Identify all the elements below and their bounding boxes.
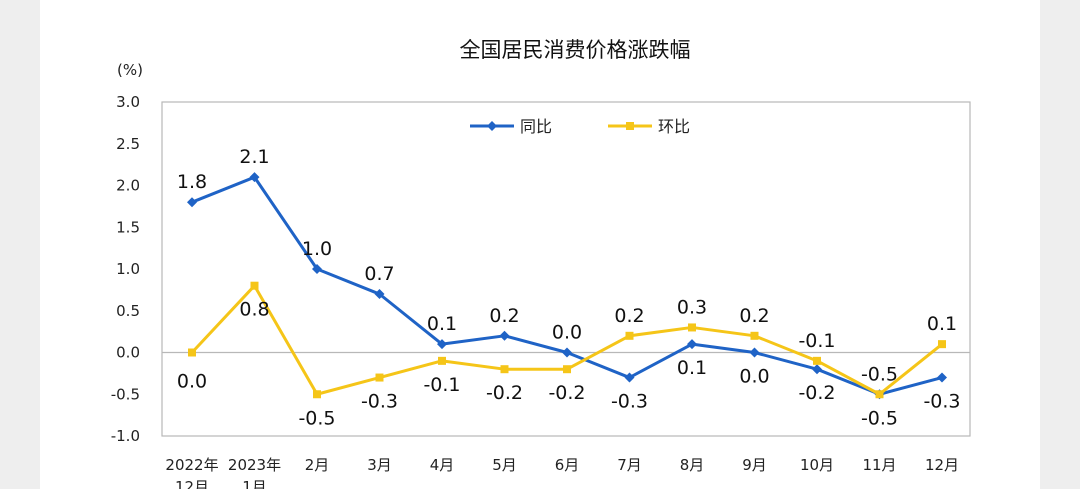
line-chart: 全国居民消费价格涨跌幅 (%) 3.0 2.5 2.0 1.5 1.0 0.5 0.0 -0.… <box>111 38 971 489</box>
data-label: -0.3 <box>923 391 960 413</box>
series-line <box>191 175 943 396</box>
x-tick-label: 2月 <box>305 456 330 474</box>
series-group: 1.8 2.1 1.0 0.7 0.1 0.2 0.0 -0.3 0.1 0.0 -0.2 -0.5 -… <box>177 146 961 429</box>
series-mom: 0.0 0.8 -0.5 -0.3 -0.1 -0.2 -0.2 0.2 0.3 0.2 -0.1 -… <box>177 281 957 429</box>
y-tick-label: 0.0 <box>116 344 140 362</box>
x-tick-label: 12月 <box>925 456 959 474</box>
x-axis-ticks: 2022年 12月 2023年 1月 2月 3月 4月 5月 6月 7月 8月 9月 10月 11月 12月 <box>165 456 959 489</box>
y-tick-label: -1.0 <box>111 427 140 445</box>
data-point <box>374 289 385 300</box>
x-tick-label: 2023年 1月 <box>228 456 281 489</box>
data-label: -0.1 <box>798 330 835 352</box>
chart-card: 全国居民消费价格涨跌幅 (%) 3.0 2.5 2.0 1.5 1.0 0.5 0.0 -0.… <box>40 0 1040 489</box>
data-label: 0.2 <box>739 305 769 327</box>
data-label: 0.2 <box>489 305 519 327</box>
data-point <box>937 372 947 383</box>
data-point <box>249 172 260 183</box>
x-tick-label: 7月 <box>617 456 642 474</box>
data-label: 2.1 <box>239 146 269 168</box>
data-point <box>187 197 197 208</box>
data-point <box>312 264 322 274</box>
y-tick-label: 0.5 <box>116 302 140 320</box>
data-point <box>625 331 634 340</box>
data-label: 1.0 <box>302 238 332 260</box>
data-label: -0.2 <box>486 382 523 404</box>
data-point <box>812 364 822 375</box>
y-tick-label: 3.0 <box>116 93 140 111</box>
data-label: -0.5 <box>298 407 335 429</box>
data-label: 0.1 <box>677 357 707 379</box>
series-yoy: 1.8 2.1 1.0 0.7 0.1 0.2 0.0 -0.3 0.1 0.0 -0.2 -0.5 -… <box>177 146 961 429</box>
data-point <box>499 330 510 341</box>
legend: 同比 环比 <box>470 117 690 136</box>
y-axis-ticks: 3.0 2.5 2.0 1.5 1.0 0.5 0.0 -0.5 -1.0 <box>111 93 140 445</box>
data-point <box>313 390 321 399</box>
data-label: 0.3 <box>677 296 707 318</box>
data-point <box>250 281 259 290</box>
data-label: -0.1 <box>423 374 460 396</box>
y-tick-label: 1.0 <box>116 260 140 278</box>
x-tick-label: 10月 <box>800 456 834 474</box>
legend-label: 同比 <box>520 117 552 136</box>
legend-marker <box>487 121 497 131</box>
x-tick-label: 3月 <box>367 456 392 474</box>
y-axis-unit: (%) <box>117 61 143 79</box>
x-tick-label: 2022年 12月 <box>165 456 218 489</box>
data-point <box>437 339 447 350</box>
data-label: -0.2 <box>798 382 835 404</box>
data-point <box>813 356 821 365</box>
data-point <box>938 340 946 349</box>
data-label: -0.2 <box>548 382 585 404</box>
data-label: 0.8 <box>239 299 269 321</box>
data-point <box>375 373 384 382</box>
legend-marker <box>626 122 634 130</box>
legend-label: 环比 <box>658 117 690 136</box>
chart-title: 全国居民消费价格涨跌幅 <box>460 38 691 62</box>
data-label: 0.1 <box>427 313 457 335</box>
data-point <box>562 347 572 358</box>
y-tick-label: -0.5 <box>111 385 140 403</box>
data-point <box>500 365 509 374</box>
x-tick-label: 11月 <box>862 456 896 474</box>
data-point <box>688 323 696 332</box>
y-tick-label: 2.0 <box>116 177 140 195</box>
data-point <box>687 339 697 350</box>
data-label: 0.1 <box>927 313 957 335</box>
y-tick-label: 1.5 <box>116 218 140 236</box>
data-point <box>188 348 196 357</box>
data-point <box>563 365 571 374</box>
data-label: -0.5 <box>861 363 898 385</box>
data-label: 0.0 <box>177 371 207 393</box>
data-label: -0.3 <box>611 391 648 413</box>
x-tick-label: 5月 <box>492 456 517 474</box>
data-label: 0.0 <box>552 322 582 344</box>
data-label: -0.5 <box>861 407 898 429</box>
data-point <box>624 372 635 383</box>
data-point <box>750 331 759 340</box>
x-tick-label: 6月 <box>555 456 580 474</box>
data-point <box>438 356 446 365</box>
data-label: 0.2 <box>614 305 644 327</box>
data-label: 1.8 <box>177 171 207 193</box>
x-tick-label: 9月 <box>742 456 767 474</box>
x-tick-label: 8月 <box>680 456 705 474</box>
data-point <box>749 347 760 358</box>
data-point <box>875 390 884 399</box>
x-tick-label: 4月 <box>430 456 455 474</box>
plot-frame <box>161 101 971 437</box>
data-label: 0.7 <box>364 263 394 285</box>
data-label: -0.3 <box>361 391 398 413</box>
data-label: 0.0 <box>739 366 769 388</box>
y-tick-label: 2.5 <box>116 135 140 153</box>
